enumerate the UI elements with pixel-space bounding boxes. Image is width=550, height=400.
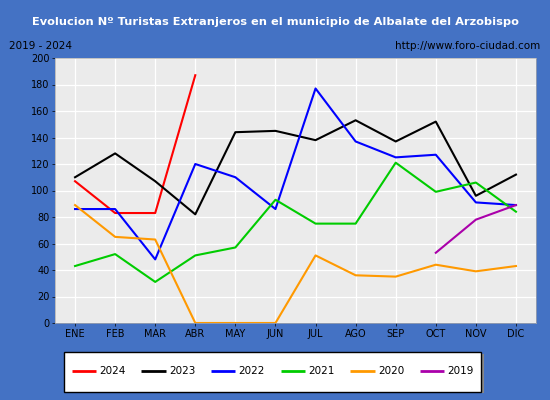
Text: 2022: 2022 (239, 366, 265, 376)
Text: Evolucion Nº Turistas Extranjeros en el municipio de Albalate del Arzobispo: Evolucion Nº Turistas Extranjeros en el … (31, 17, 519, 27)
Text: 2024: 2024 (100, 366, 126, 376)
Text: 2023: 2023 (169, 366, 195, 376)
Bar (64, 352, 481, 392)
Text: 2019 - 2024: 2019 - 2024 (9, 41, 73, 51)
Text: 2020: 2020 (378, 366, 404, 376)
Text: http://www.foro-ciudad.com: http://www.foro-ciudad.com (395, 41, 541, 51)
Text: 2019: 2019 (447, 366, 474, 376)
Text: 2021: 2021 (308, 366, 334, 376)
Bar (67, 354, 483, 393)
